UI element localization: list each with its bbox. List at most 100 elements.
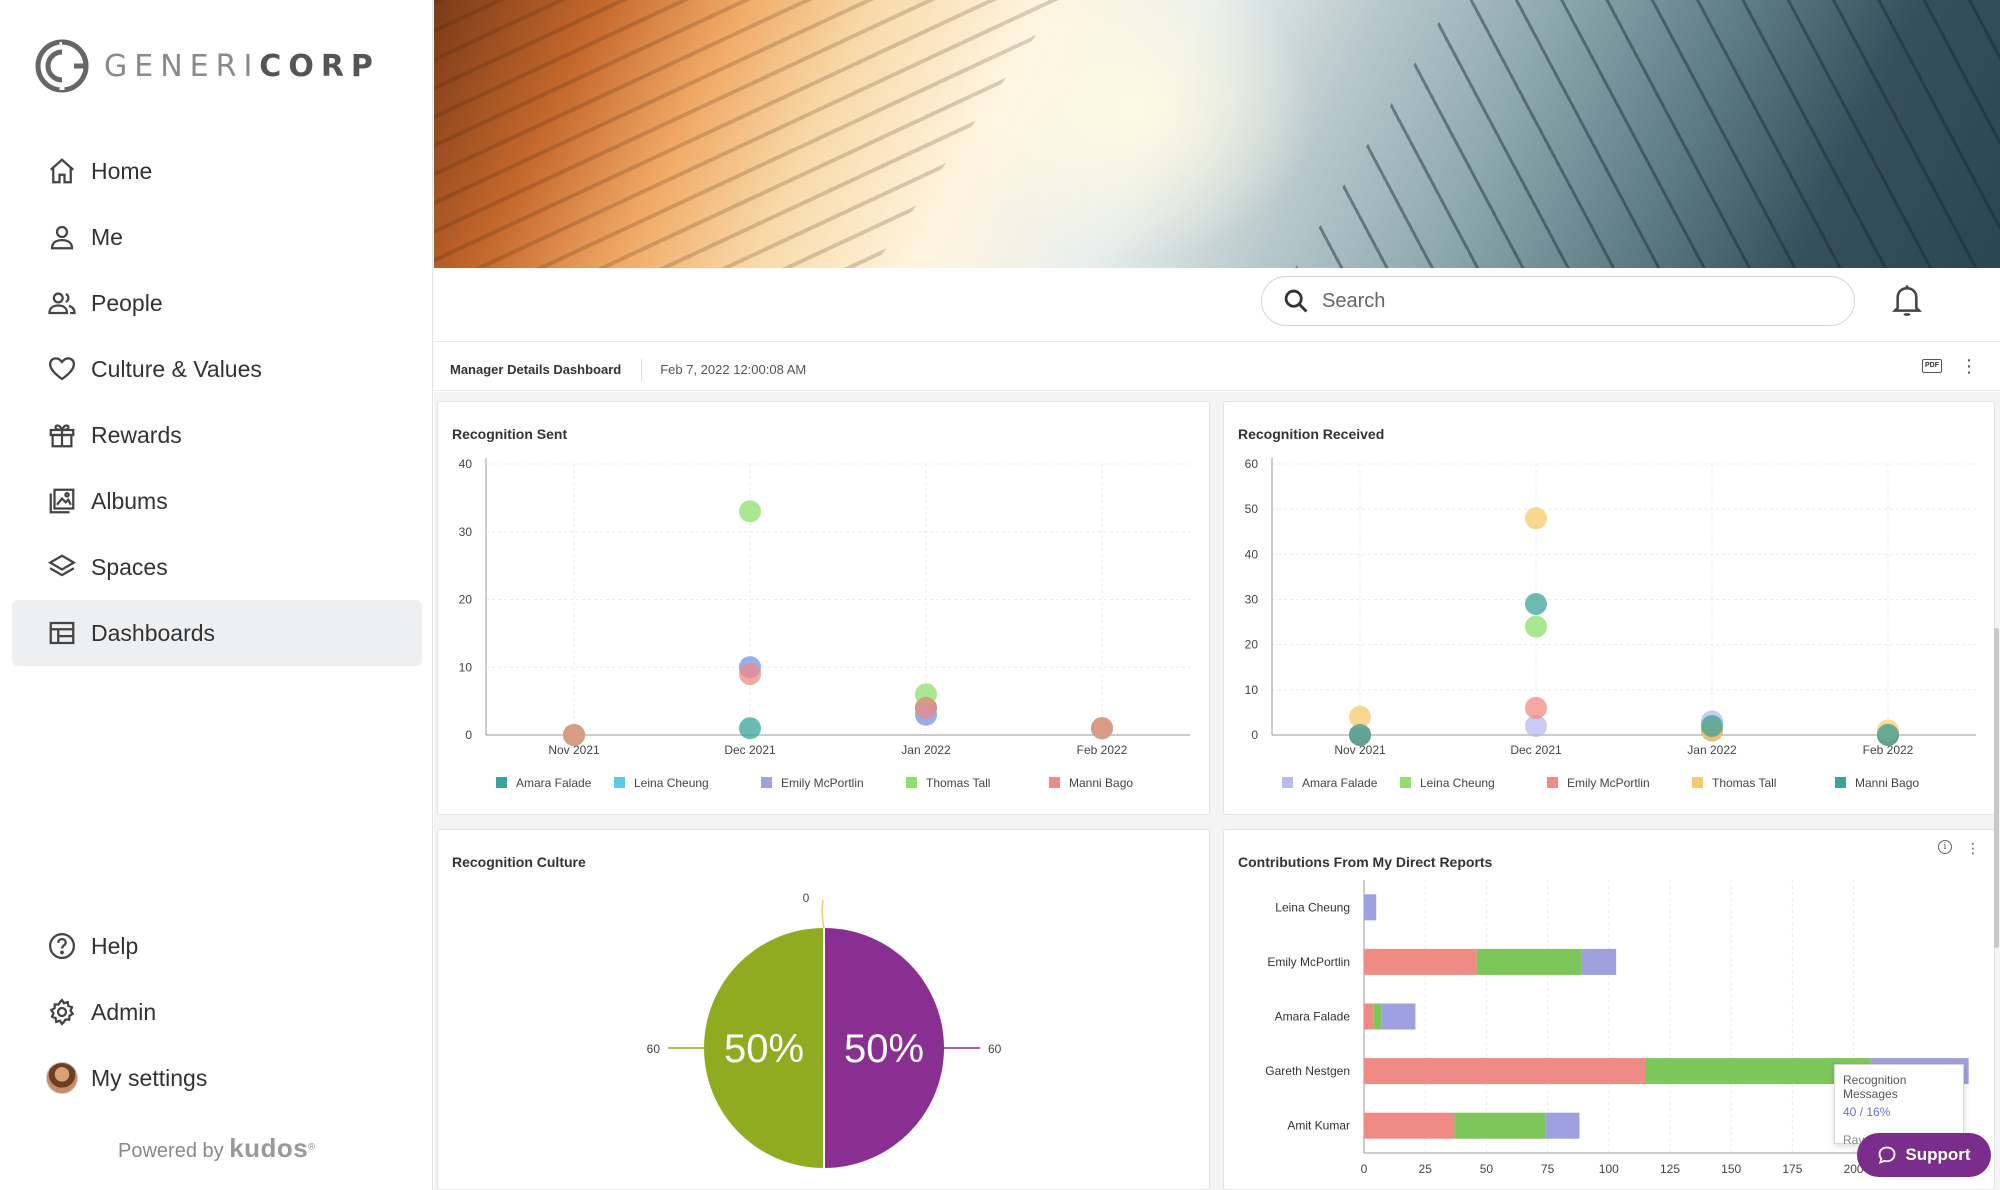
search-box[interactable] [1261, 276, 1855, 326]
y-tick-label: 20 [459, 593, 473, 607]
user-icon [46, 221, 78, 253]
info-icon[interactable]: i [1938, 840, 1952, 854]
recognition-culture-panel: Recognition Culture 50% 50% 60 60 0 [437, 829, 1210, 1190]
pie-outer-label: 0 [803, 891, 810, 905]
sidebar: GENERICORP Home Me People Culture & Valu… [0, 0, 433, 1190]
x-tick-label: Dec 2021 [1510, 743, 1562, 757]
chat-bubble-icon [1879, 1146, 1896, 1165]
heart-icon [46, 353, 78, 385]
nav-label: Albums [91, 487, 168, 514]
layers-icon [46, 551, 78, 583]
data-point [1349, 705, 1371, 728]
legend-swatch [1400, 777, 1411, 788]
legend-label: Amara Falade [1302, 776, 1378, 790]
nav-label: Admin [91, 998, 157, 1025]
bar-segment [1645, 1058, 1871, 1085]
dashboard-icon [46, 617, 78, 649]
y-tick-label: 40 [459, 457, 473, 471]
data-point [1525, 696, 1547, 719]
nav-item-people[interactable]: People [12, 270, 422, 336]
brand-logo[interactable]: GENERICORP [34, 38, 380, 94]
x-tick-label: Feb 2022 [1863, 743, 1914, 757]
nav-item-rewards[interactable]: Rewards [12, 402, 422, 468]
page-scrollbar[interactable] [1994, 628, 1999, 948]
bar-segment [1364, 1058, 1646, 1085]
gear-icon [46, 996, 78, 1028]
nav-label: Rewards [91, 421, 182, 448]
x-tick-label: 100 [1599, 1162, 1619, 1176]
avatar [46, 1062, 78, 1094]
notifications-bell-icon[interactable] [1887, 278, 1927, 322]
legend-label: Thomas Tall [926, 776, 990, 790]
header-banner-image [434, 0, 2000, 268]
chart-tooltip: Recognition Messages 40 / 16% Raymond Ca… [1834, 1064, 1964, 1147]
bar-segment [1364, 894, 1377, 921]
recognition-sent-chart: 0 10 20 30 40 Nov 2021 Dec 2021 Jan 2022 Feb 202… [459, 457, 1190, 790]
y-tick-label: 30 [459, 525, 473, 539]
nav-item-culture-values[interactable]: Culture & Values [12, 336, 422, 402]
pie-slice [704, 928, 824, 1168]
nav-item-admin[interactable]: Admin [12, 979, 422, 1045]
recognition-sent-panel: Recognition Sent 0 10 20 30 40 Nov 2021 Dec 20… [437, 401, 1210, 815]
bar-segment [1545, 1112, 1580, 1139]
data-point [1525, 593, 1547, 616]
nav-item-me[interactable]: Me [12, 204, 422, 270]
legend-label: Leina Cheung [634, 776, 709, 790]
trademark-icon: ® [308, 1141, 315, 1152]
legend-label: Emily McPortlin [781, 776, 864, 790]
recognition-culture-chart: 50% 50% 60 60 0 [647, 891, 1002, 1168]
nav-label: Help [91, 932, 139, 959]
kudos-logo: kudos [229, 1133, 309, 1163]
nav-item-my-settings[interactable]: My settings [12, 1045, 422, 1111]
bar-segment [1373, 1003, 1382, 1030]
y-tick-label: 30 [1245, 593, 1259, 607]
support-button[interactable]: Support [1857, 1133, 1991, 1177]
data-point [915, 696, 937, 719]
nav-item-albums[interactable]: Albums [12, 468, 422, 534]
y-tick-label: 0 [465, 728, 472, 742]
gift-icon [46, 419, 78, 451]
y-tick-label: 50 [1245, 502, 1259, 516]
data-point [1525, 615, 1547, 638]
data-point [563, 724, 585, 746]
legend-label: Emily McPortlin [1567, 776, 1650, 790]
nav-label: My settings [91, 1064, 208, 1091]
legend-label: Thomas Tall [1712, 776, 1776, 790]
x-tick-label: 150 [1721, 1162, 1741, 1176]
pdf-export-icon[interactable]: PDF [1922, 359, 1942, 373]
y-tick-label: 20 [1245, 638, 1259, 652]
x-tick-label: Nov 2021 [548, 743, 600, 757]
support-label: Support [1905, 1145, 1971, 1164]
legend-swatch [906, 777, 917, 788]
bar-segment [1454, 1112, 1546, 1139]
y-tick-label: Amit Kumar [1287, 1119, 1350, 1133]
dashboard-title: Manager Details Dashboard [450, 358, 643, 381]
data-point [1525, 507, 1547, 530]
home-icon [46, 155, 78, 187]
bar-segment [1476, 948, 1582, 975]
search-input[interactable] [1322, 289, 1822, 313]
nav-item-home[interactable]: Home [12, 138, 422, 204]
data-point [1091, 717, 1113, 740]
secondary-nav: Help Admin My settings [12, 913, 422, 1111]
more-options-icon[interactable]: ⋮ [1966, 840, 1980, 856]
legend-swatch [1547, 777, 1558, 788]
nav-item-help[interactable]: Help [12, 913, 422, 979]
x-tick-label: 50 [1480, 1162, 1494, 1176]
y-tick-label: 10 [459, 660, 473, 674]
chart-title: Recognition Received [1238, 426, 1385, 442]
legend-label: Amara Falade [516, 776, 592, 790]
legend-label: Manni Bago [1855, 776, 1919, 790]
legend-label: Leina Cheung [1420, 776, 1495, 790]
nav-label: Home [91, 157, 153, 184]
x-tick-label: 25 [1419, 1162, 1433, 1176]
legend-swatch [1835, 777, 1846, 788]
y-tick-label: Amara Falade [1275, 1010, 1351, 1024]
y-tick-label: Emily McPortlin [1267, 955, 1350, 969]
data-point [739, 717, 761, 740]
more-options-icon[interactable]: ⋮ [1960, 356, 1978, 376]
nav-item-spaces[interactable]: Spaces [12, 534, 422, 600]
top-bar [434, 268, 2000, 342]
nav-item-dashboards[interactable]: Dashboards [12, 600, 422, 666]
bar-segment [1364, 948, 1477, 975]
